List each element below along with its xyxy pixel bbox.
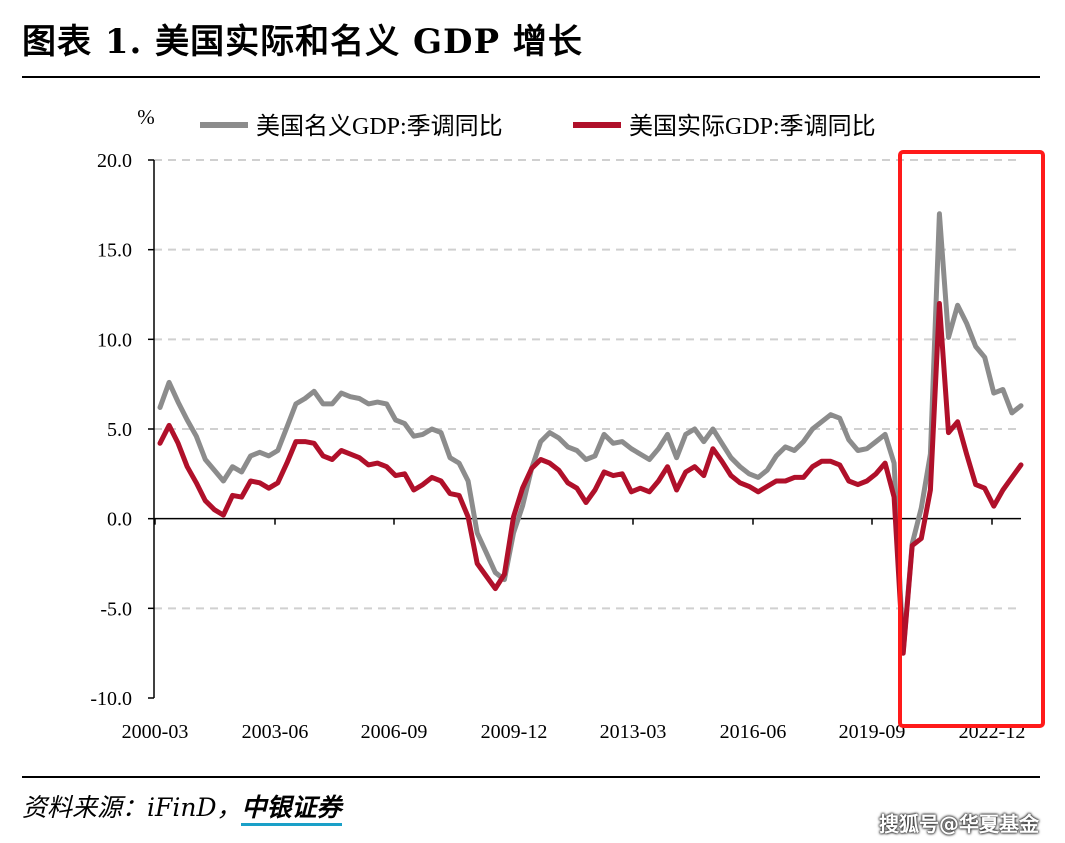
x-tick-label: 2013-03 [600, 721, 667, 743]
watermark: 搜狐号@华夏基金 [879, 812, 1039, 836]
legend-label: 美国实际GDP:季调同比 [629, 113, 876, 140]
x-axis-ticks: 2000-03 2003-06 2006-09 2009-12 2013-03 2016-… [122, 518, 1025, 743]
x-tick-label: 2003-06 [242, 721, 309, 743]
gdp-growth-chart: 20.0 15.0 10.0 5.0 0.0 -5.0 -10.0 2000-03 2003-… [90, 105, 1045, 743]
x-tick-label: 2016-06 [720, 721, 787, 743]
y-axis-ticks: 20.0 15.0 10.0 5.0 0.0 -5.0 -10.0 [90, 150, 154, 710]
page-title: 图表 1. 美国实际和名义 GDP 增长 [22, 22, 583, 62]
x-tick-label: 2006-09 [361, 721, 428, 743]
y-tick-label: 15.0 [97, 240, 132, 262]
real-gdp-line [157, 301, 1024, 656]
source-brand: 中银证券 [241, 793, 342, 826]
y-tick-label: -5.0 [100, 598, 132, 620]
y-tick-label: 10.0 [97, 329, 132, 351]
y-tick-label: 0.0 [107, 509, 132, 531]
source-prefix: 资料来源：iFinD， [22, 793, 242, 822]
title-divider [22, 76, 1040, 78]
y-tick-label: 5.0 [107, 419, 132, 441]
legend-label: 美国名义GDP:季调同比 [256, 113, 503, 140]
source-note: 资料来源：iFinD，中银证券 [22, 788, 342, 826]
nominal-gdp-line [157, 211, 1024, 654]
legend: 美国名义GDP:季调同比 美国实际GDP:季调同比 [200, 113, 876, 140]
grid-lines [154, 159, 1021, 610]
series-lines [157, 211, 1024, 656]
x-tick-label: 2009-12 [481, 721, 548, 743]
highlight-box [898, 150, 1045, 728]
y-axis-unit-label: % [137, 105, 155, 129]
footer-divider [22, 776, 1040, 778]
y-tick-label: 20.0 [97, 150, 132, 172]
x-tick-label: 2019-09 [839, 721, 906, 743]
x-tick-label: 2000-03 [122, 721, 189, 743]
y-tick-label: -10.0 [90, 688, 132, 710]
